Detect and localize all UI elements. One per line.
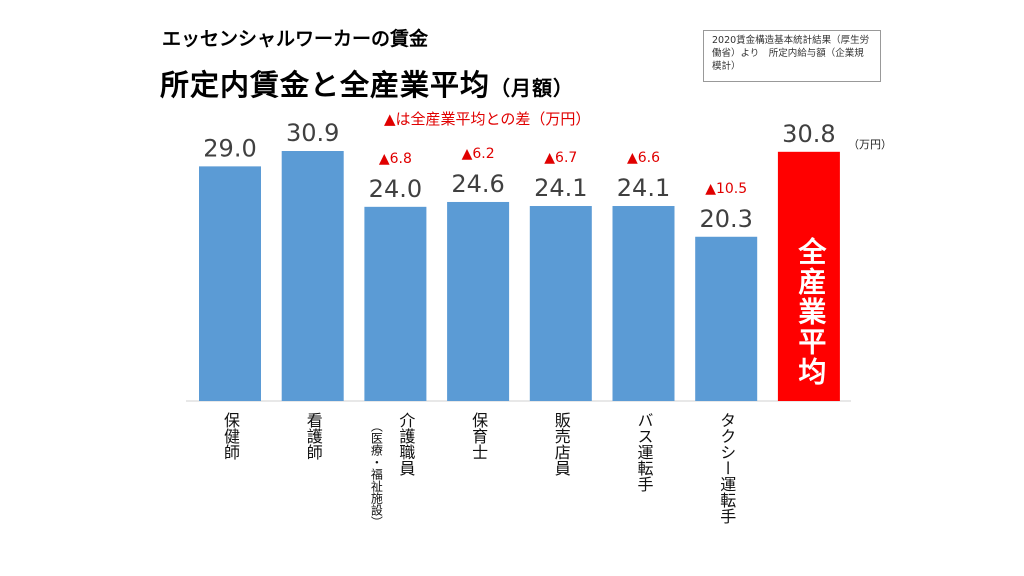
- difference-label: ▲10.5: [705, 181, 747, 197]
- data-label: 30.9: [286, 119, 339, 147]
- data-label: 24.1: [534, 174, 587, 202]
- x-tick-sublabel: （医療・福祉施設）: [369, 420, 384, 528]
- bar: [199, 166, 261, 401]
- difference-label: ▲6.7: [544, 150, 577, 166]
- title-main: 所定内賃金と全産業平均: [160, 68, 491, 102]
- data-label: 24.6: [451, 170, 504, 198]
- data-label: 24.1: [617, 174, 670, 202]
- data-label: 20.3: [699, 205, 752, 233]
- bar: [281, 151, 344, 401]
- x-tick-label: 販売店員: [551, 412, 571, 476]
- bar: [612, 206, 675, 401]
- difference-label: ▲6.8: [379, 151, 412, 167]
- difference-label: ▲6.6: [627, 150, 660, 166]
- x-tick-label: 介護職員: [396, 412, 416, 476]
- bar: [695, 236, 758, 401]
- subtitle: エッセンシャルワーカーの賃金: [162, 28, 429, 50]
- bar: [447, 201, 510, 401]
- title-suffix: （月額）: [490, 76, 575, 100]
- chart-title: 所定内賃金と全産業平均（月額）: [160, 62, 574, 104]
- unit-label: （万円）: [848, 138, 892, 151]
- bar: [364, 206, 427, 401]
- source-note: 2020賃金構造基本統計結果（厚生労働省）より 所定内給与額（企業規模計）: [703, 30, 881, 82]
- bar: [529, 206, 592, 401]
- x-tick-label: 看護師: [303, 412, 323, 460]
- average-bar-text: 全産業平均: [794, 235, 827, 386]
- data-label: 29.0: [203, 134, 256, 162]
- x-tick-label: 保育士: [469, 412, 489, 460]
- bar: [777, 151, 840, 401]
- x-tick-label: タクシー運転手: [717, 412, 737, 524]
- data-label: 24.0: [369, 175, 422, 203]
- x-tick-label: バス運転手: [634, 412, 654, 492]
- data-label: 30.8: [782, 120, 835, 148]
- difference-label: ▲6.2: [462, 146, 495, 162]
- difference-note: ▲は全産業平均との差（万円）: [384, 110, 591, 128]
- x-tick-label: 保健師: [221, 412, 240, 460]
